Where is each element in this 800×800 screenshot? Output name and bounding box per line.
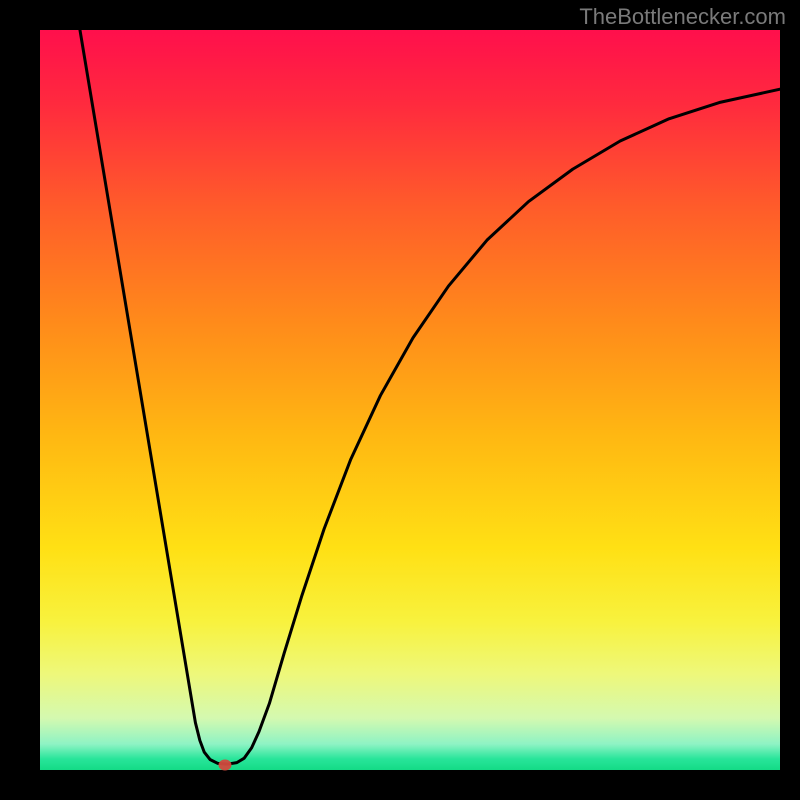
watermark-label: TheBottlenecker.com: [579, 4, 786, 30]
chart-container: TheBottlenecker.com: [0, 0, 800, 800]
plot-area: [40, 30, 780, 770]
optimum-marker: [219, 759, 232, 770]
